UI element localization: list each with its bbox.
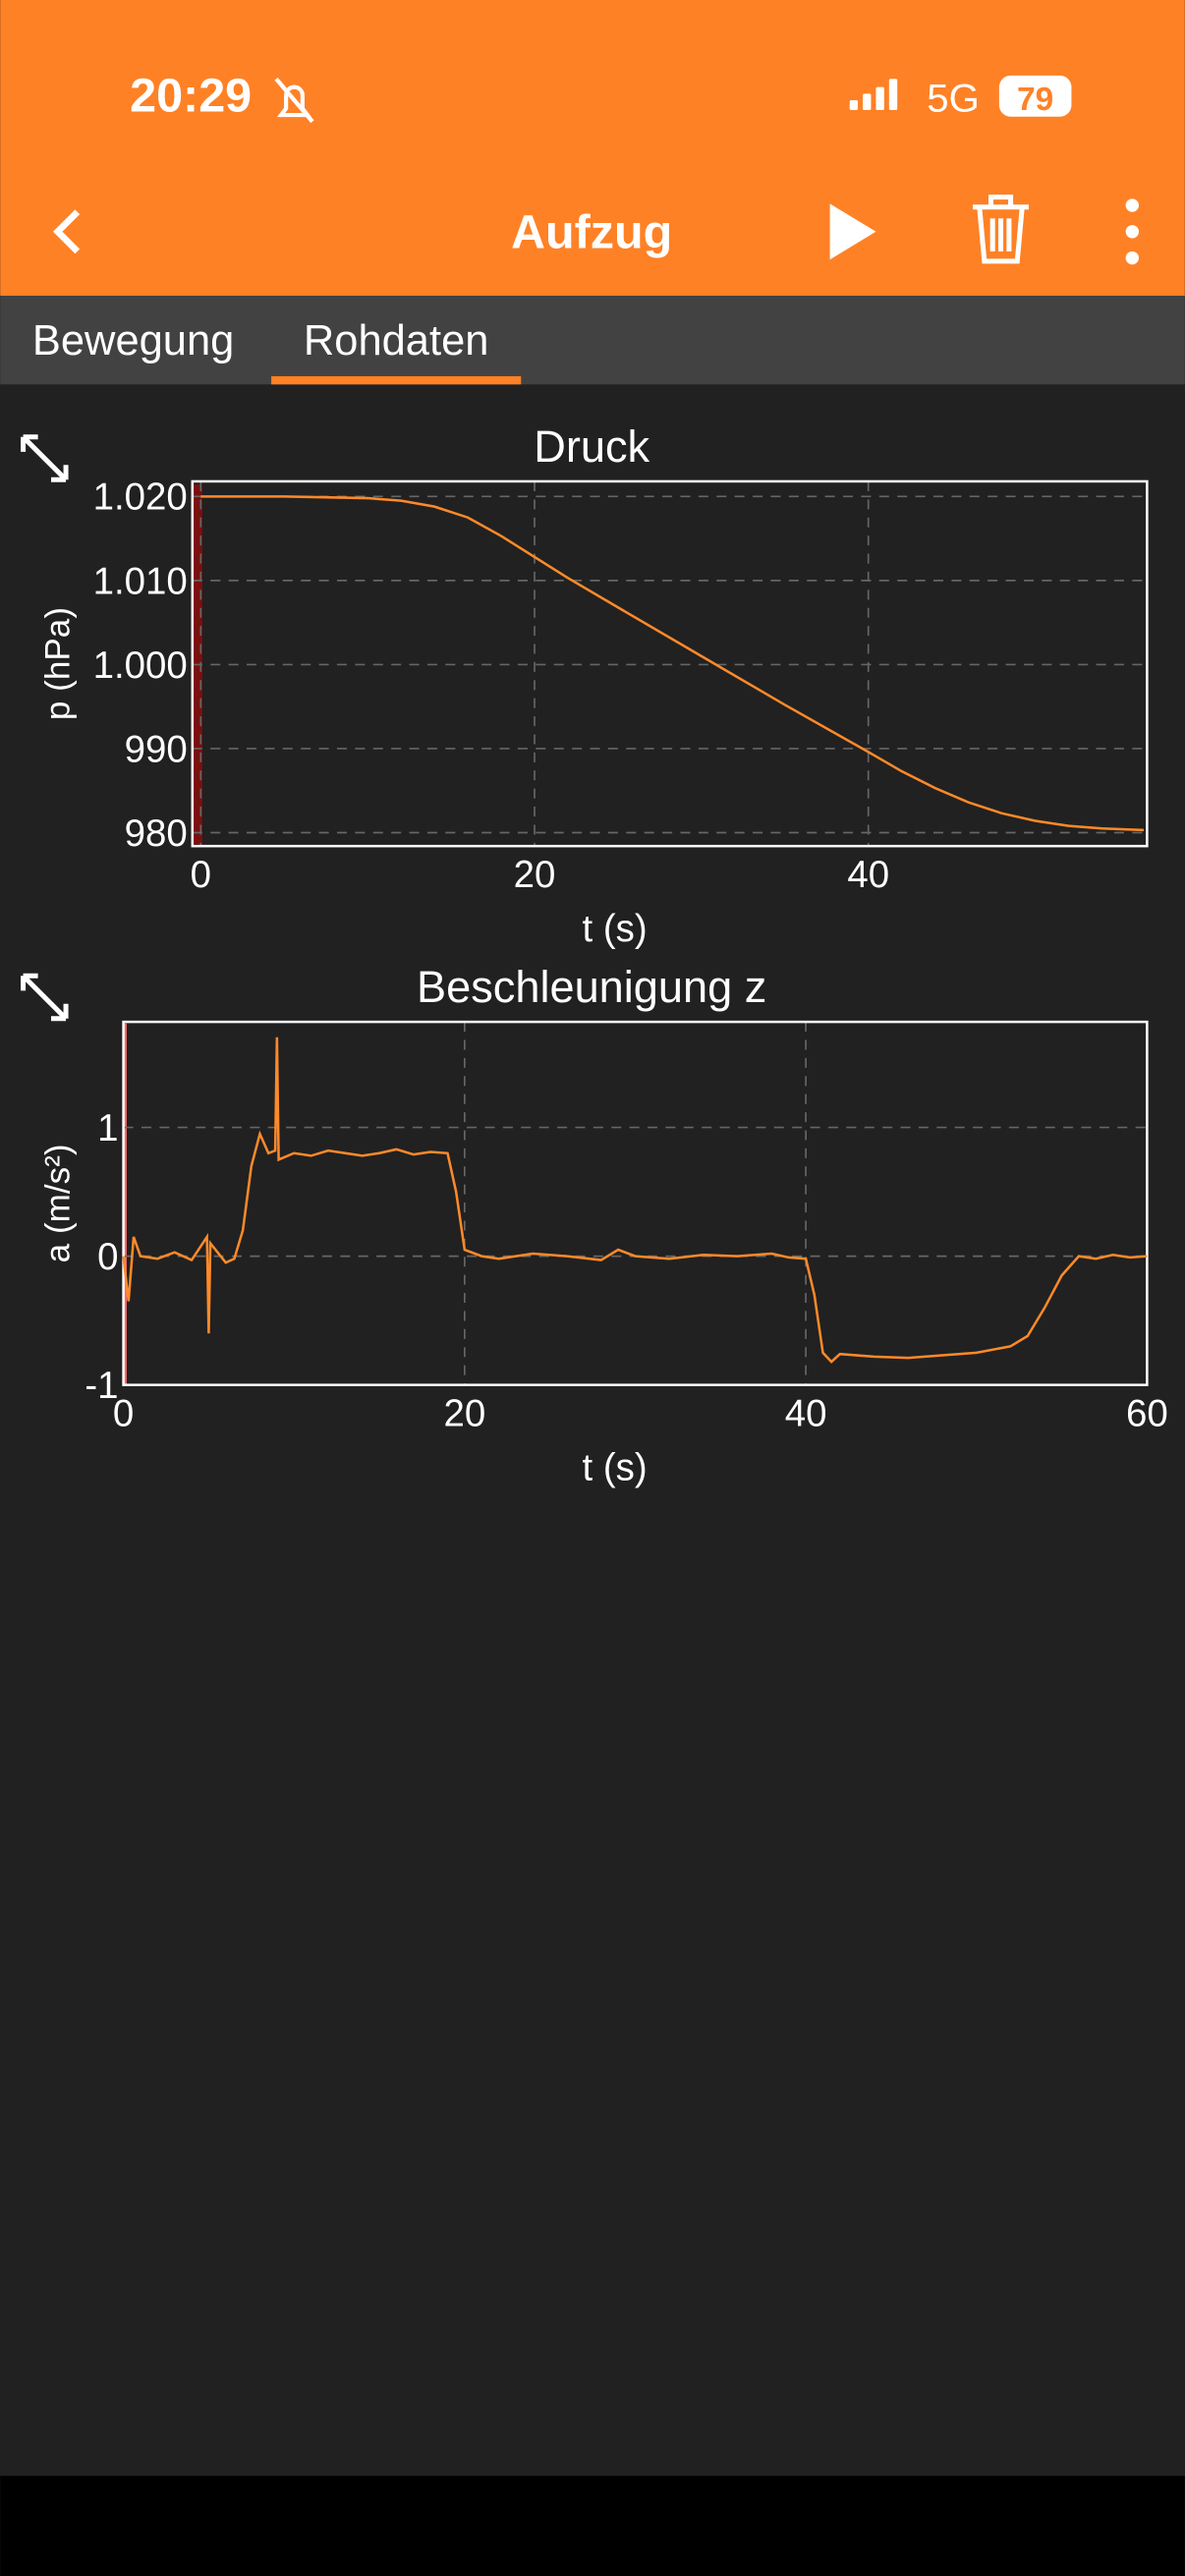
chart-title: Druck: [534, 421, 649, 472]
y-tick-label: 0: [97, 1236, 118, 1278]
back-button[interactable]: [52, 209, 81, 254]
network: 5G: [927, 77, 980, 121]
y-tick-label: 1: [97, 1107, 118, 1149]
signal-icon: [849, 79, 898, 111]
x-tick-label: 20: [514, 854, 556, 896]
header: [0, 0, 1185, 296]
x-axis-label: t (s): [582, 908, 647, 950]
y-tick-label: 1.020: [93, 476, 188, 519]
tab-indicator: [271, 375, 522, 385]
y-axis-label: a (m/s²): [38, 1144, 77, 1262]
data-line: [200, 495, 1145, 832]
x-tick-label: 0: [113, 1392, 134, 1434]
y-tick-label: -1: [85, 1365, 118, 1407]
y-tick-label: 980: [125, 812, 188, 855]
y-tick-label: 1.000: [93, 644, 188, 687]
mute-icon: [274, 77, 314, 124]
data-line: [122, 1036, 1148, 1364]
x-axis-label: t (s): [582, 1447, 647, 1489]
x-tick-label: 0: [191, 854, 211, 896]
y-tick-label: 1.010: [93, 560, 188, 602]
x-tick-label: 20: [443, 1392, 485, 1434]
x-tick-label: 40: [847, 854, 889, 896]
x-tick-label: 60: [1126, 1392, 1168, 1434]
tab[interactable]: Bewegung: [32, 317, 234, 364]
play-button[interactable]: [829, 203, 876, 260]
delete-button[interactable]: [973, 195, 1029, 264]
y-tick-label: 990: [125, 728, 188, 770]
plot-frame: [191, 479, 1149, 848]
more-button[interactable]: [1125, 198, 1140, 265]
expand-icon[interactable]: [21, 434, 69, 1022]
app-title: Aufzug: [511, 206, 672, 259]
plot-frame: [122, 1020, 1149, 1386]
time: 20:29: [130, 70, 252, 123]
chart-title: Beschleunigung z: [417, 962, 766, 1012]
x-tick-label: 40: [785, 1392, 827, 1434]
y-axis-label: p (hPa): [38, 607, 77, 720]
nav-bar: [0, 2475, 1185, 2576]
tab-bar: [0, 295, 1185, 385]
tab-active[interactable]: Rohdaten: [304, 317, 489, 364]
battery-icon: [998, 75, 1072, 117]
battery-level: 79: [1017, 82, 1053, 118]
